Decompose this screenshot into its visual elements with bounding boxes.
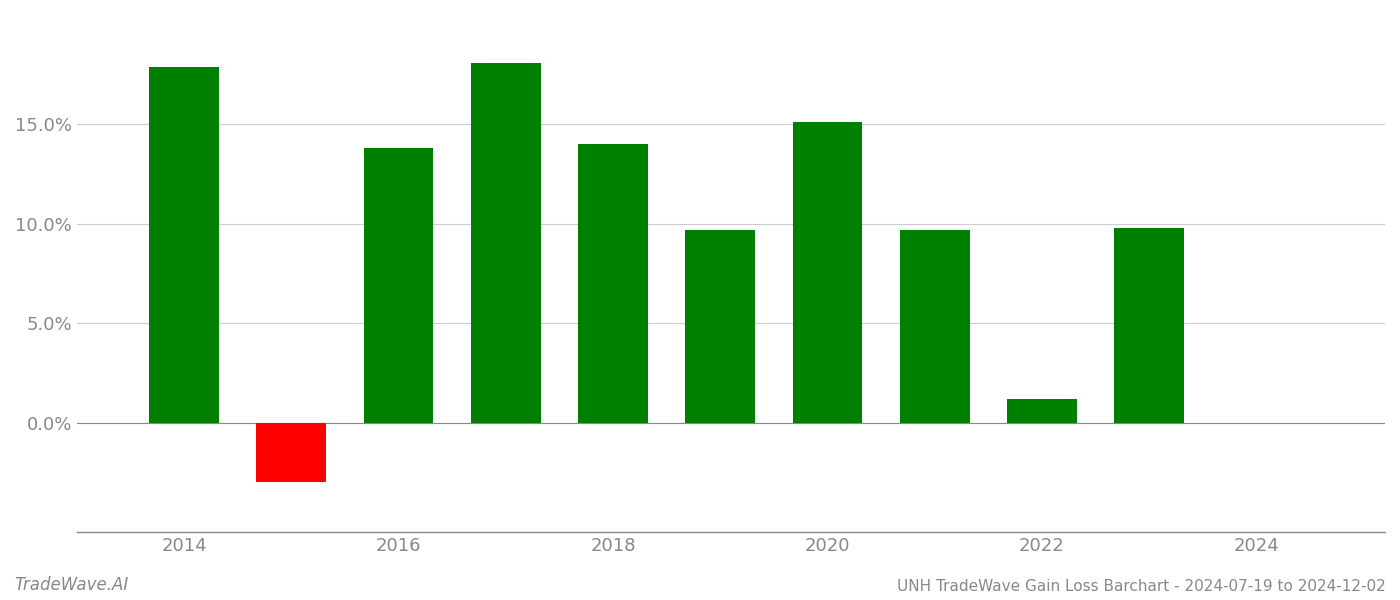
Text: TradeWave.AI: TradeWave.AI: [14, 576, 129, 594]
Bar: [364, 148, 434, 423]
Bar: [686, 230, 755, 423]
Bar: [150, 67, 218, 423]
Bar: [578, 144, 648, 423]
Bar: [1007, 399, 1077, 423]
Bar: [470, 63, 540, 423]
Bar: [900, 230, 970, 423]
Bar: [1114, 228, 1184, 423]
Bar: [792, 122, 862, 423]
Bar: [256, 423, 326, 482]
Text: UNH TradeWave Gain Loss Barchart - 2024-07-19 to 2024-12-02: UNH TradeWave Gain Loss Barchart - 2024-…: [897, 579, 1386, 594]
